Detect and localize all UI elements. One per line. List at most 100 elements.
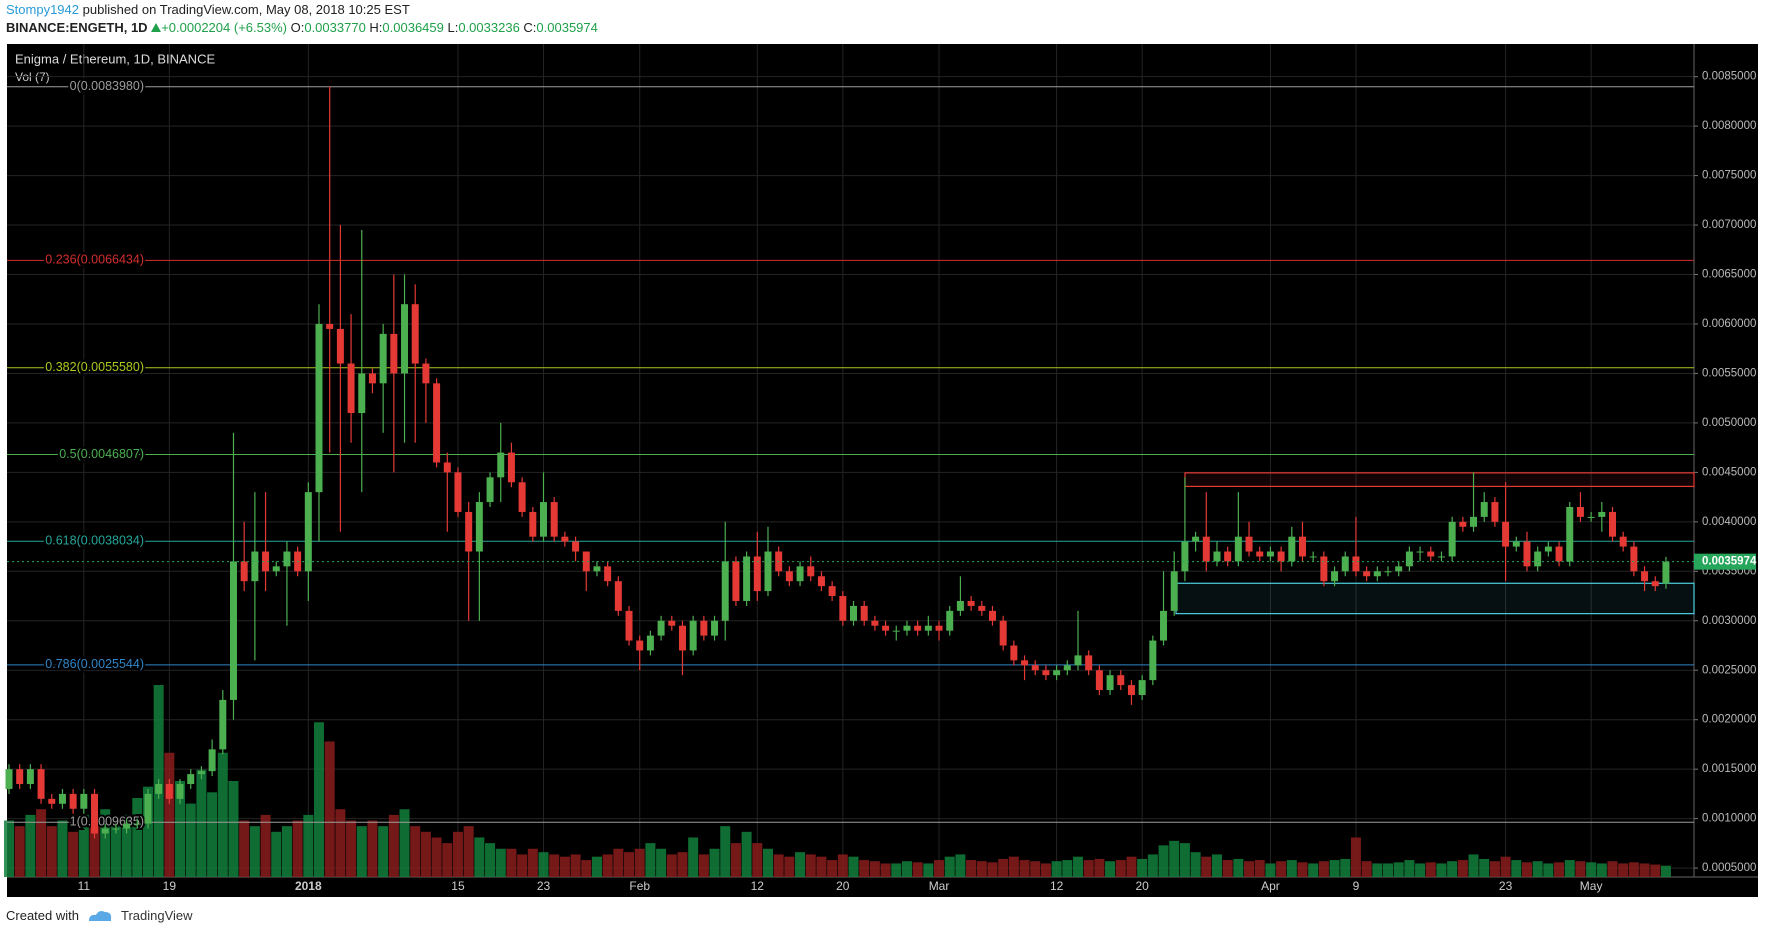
volume-bar [1254, 860, 1265, 877]
candle-body [1042, 670, 1050, 676]
volume-bar [1062, 860, 1073, 877]
volume-bar [549, 854, 560, 877]
candle-body [1149, 640, 1157, 681]
volume-bar [1265, 863, 1276, 877]
volume-bar [442, 843, 453, 877]
volume-bar [837, 854, 848, 877]
candle-body [1555, 546, 1563, 562]
y-tick-label: 0.0005000 [1702, 862, 1756, 874]
volume-bar [1019, 860, 1030, 877]
volume-bar [1276, 861, 1287, 877]
candle-body [1448, 521, 1456, 557]
volume-bar [367, 820, 378, 877]
y-tick-label: 0.0055000 [1702, 367, 1756, 379]
candle-body [1459, 521, 1467, 527]
candle-body [1213, 551, 1221, 562]
volume-bar [1372, 863, 1383, 877]
x-tick-label: Apr [1261, 879, 1280, 893]
volume-bar [1073, 856, 1083, 877]
candle-body [1630, 546, 1638, 572]
volume-bar [1511, 860, 1522, 877]
candle-body [26, 769, 34, 785]
volume-bar [196, 769, 207, 877]
candle-body [465, 511, 473, 552]
x-tick-label: 20 [836, 879, 850, 893]
candle-body [1384, 571, 1392, 573]
volume-bar [271, 831, 282, 877]
volume-bar [1126, 856, 1137, 877]
volume-bar [1201, 856, 1212, 877]
candle-body [561, 536, 569, 542]
last-price-label: 0.0035974 [1702, 556, 1757, 568]
candle-body [646, 635, 654, 651]
y-tick-label: 0.0010000 [1702, 813, 1756, 825]
volume-bar [1105, 861, 1116, 877]
candle-body [123, 823, 131, 829]
volume-bar [1040, 863, 1051, 877]
volume-bar [1479, 858, 1490, 877]
candle-body [165, 784, 173, 799]
candle-body [1234, 536, 1242, 562]
volume-bar [709, 848, 720, 877]
candle-body [1331, 571, 1339, 582]
tv-brand[interactable]: TradingView [120, 907, 193, 923]
last-price-tag [1694, 553, 1756, 570]
volume-bar [1008, 856, 1019, 877]
candle-body [956, 600, 964, 611]
volume-bar [645, 843, 656, 877]
candle-body [1106, 675, 1114, 691]
volume-bar [1340, 858, 1351, 877]
volume-bar [68, 831, 79, 877]
candle-body [5, 769, 13, 789]
candle-body [326, 323, 334, 329]
volume-bar [1618, 863, 1629, 877]
candle-body [37, 769, 45, 799]
volume-bar [602, 854, 613, 877]
candle-body [368, 373, 376, 384]
volume-bar [1436, 863, 1447, 877]
candle-body [1202, 536, 1210, 562]
volume-bar [207, 792, 218, 877]
zone [1184, 472, 1695, 488]
volume-bar [100, 809, 111, 877]
volume-legend: Vol (7) [15, 70, 50, 84]
candle-body [625, 610, 633, 641]
candle-body [1170, 571, 1178, 611]
y-tick-label: 0.0050000 [1702, 417, 1756, 429]
volume-bar [78, 814, 89, 877]
candle-body [678, 625, 686, 651]
header-line-2: BINANCE:ENGETH, 1D +0.0002204 (+6.53%) O… [6, 20, 598, 35]
candle-body [1619, 536, 1627, 547]
x-tick-label: May [1580, 879, 1603, 893]
y-tick-label: 0.0080000 [1702, 120, 1756, 132]
volume-bar [46, 826, 57, 877]
author[interactable]: Stompy1942 [6, 2, 79, 17]
candle-body [946, 610, 954, 631]
volume-bar [912, 862, 923, 877]
volume-bar [656, 848, 667, 877]
x-tick-label: Mar [929, 879, 950, 893]
volume-bar [934, 860, 945, 877]
x-tick-label: 2018 [295, 879, 322, 893]
published: published on TradingView.com, May 08, 20… [82, 2, 410, 17]
volume-bar [827, 860, 838, 877]
volume-bar [698, 854, 709, 877]
volume-bar [923, 863, 934, 877]
volume-bar [1286, 860, 1297, 877]
volume-bar [239, 820, 250, 877]
volume-bar [217, 752, 228, 877]
volume-bar [784, 856, 795, 877]
candle-body [721, 561, 729, 621]
candle-body [411, 304, 419, 364]
candle-body [1512, 541, 1520, 547]
volume-bar [955, 854, 966, 877]
candle-body [144, 793, 152, 824]
chart-background [7, 44, 1758, 897]
candle-body [251, 551, 259, 582]
candle-body [91, 793, 99, 834]
volume-bar [634, 848, 645, 877]
volume-bar [1404, 860, 1415, 877]
candle-body [518, 482, 526, 512]
candle-body [593, 566, 601, 572]
volume-bar [185, 803, 196, 877]
